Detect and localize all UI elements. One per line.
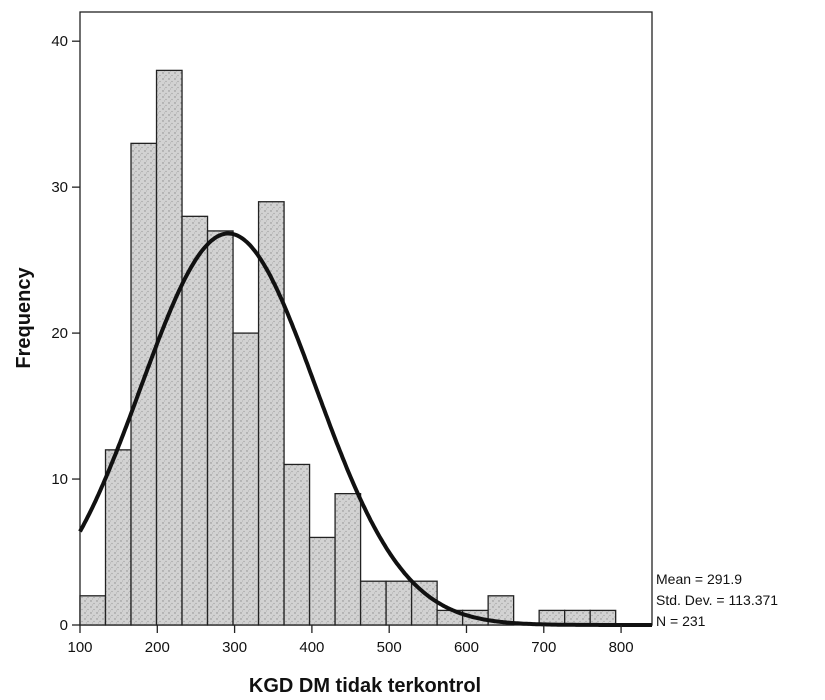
histogram-bar-12 bbox=[385, 580, 413, 626]
y-tick-label-30: 30 bbox=[51, 179, 68, 196]
y-tick-label-10: 10 bbox=[51, 471, 68, 488]
histogram-bar-1 bbox=[104, 449, 132, 626]
x-tick-label-100: 100 bbox=[67, 639, 92, 656]
y-tick-label-40: 40 bbox=[51, 33, 68, 50]
histogram-bar-3 bbox=[155, 69, 183, 626]
histogram-bar-2 bbox=[130, 142, 158, 626]
x-tick-label-400: 400 bbox=[299, 639, 324, 656]
x-tick-label-700: 700 bbox=[531, 639, 556, 656]
histogram-bar-6 bbox=[232, 332, 260, 626]
histogram-bar-13 bbox=[410, 580, 438, 626]
x-axis-title: KGD DM tidak terkontrol bbox=[249, 675, 481, 697]
histogram-bars bbox=[79, 69, 617, 626]
stats-n: N = 231 bbox=[656, 613, 706, 629]
histogram-bar-9 bbox=[308, 536, 336, 626]
x-tick-label-600: 600 bbox=[454, 639, 479, 656]
y-axis-title: Frequency bbox=[13, 267, 35, 369]
histogram-bar-11 bbox=[359, 580, 387, 626]
x-tick-label-300: 300 bbox=[222, 639, 247, 656]
histogram-bar-7 bbox=[257, 201, 285, 626]
histogram-bar-10 bbox=[334, 492, 362, 626]
stats-mean: Mean = 291.9 bbox=[656, 571, 742, 587]
histogram-bar-20 bbox=[589, 609, 617, 626]
y-tick-label-0: 0 bbox=[60, 617, 68, 634]
x-tick-label-200: 200 bbox=[145, 639, 170, 656]
histogram-bar-8 bbox=[283, 463, 311, 626]
histogram-bar-0 bbox=[79, 595, 107, 626]
stats-std-dev: Std. Dev. = 113.371 bbox=[656, 592, 778, 608]
y-tick-label-20: 20 bbox=[51, 325, 68, 342]
axes: 0 10 20 30 40 100 200 300 400 500 600 700 800 bbox=[51, 33, 633, 656]
x-tick-label-500: 500 bbox=[377, 639, 402, 656]
x-tick-label-800: 800 bbox=[609, 639, 634, 656]
histogram-bar-5 bbox=[206, 230, 234, 626]
histogram-bar-4 bbox=[181, 215, 209, 626]
normal-curve bbox=[78, 231, 652, 627]
